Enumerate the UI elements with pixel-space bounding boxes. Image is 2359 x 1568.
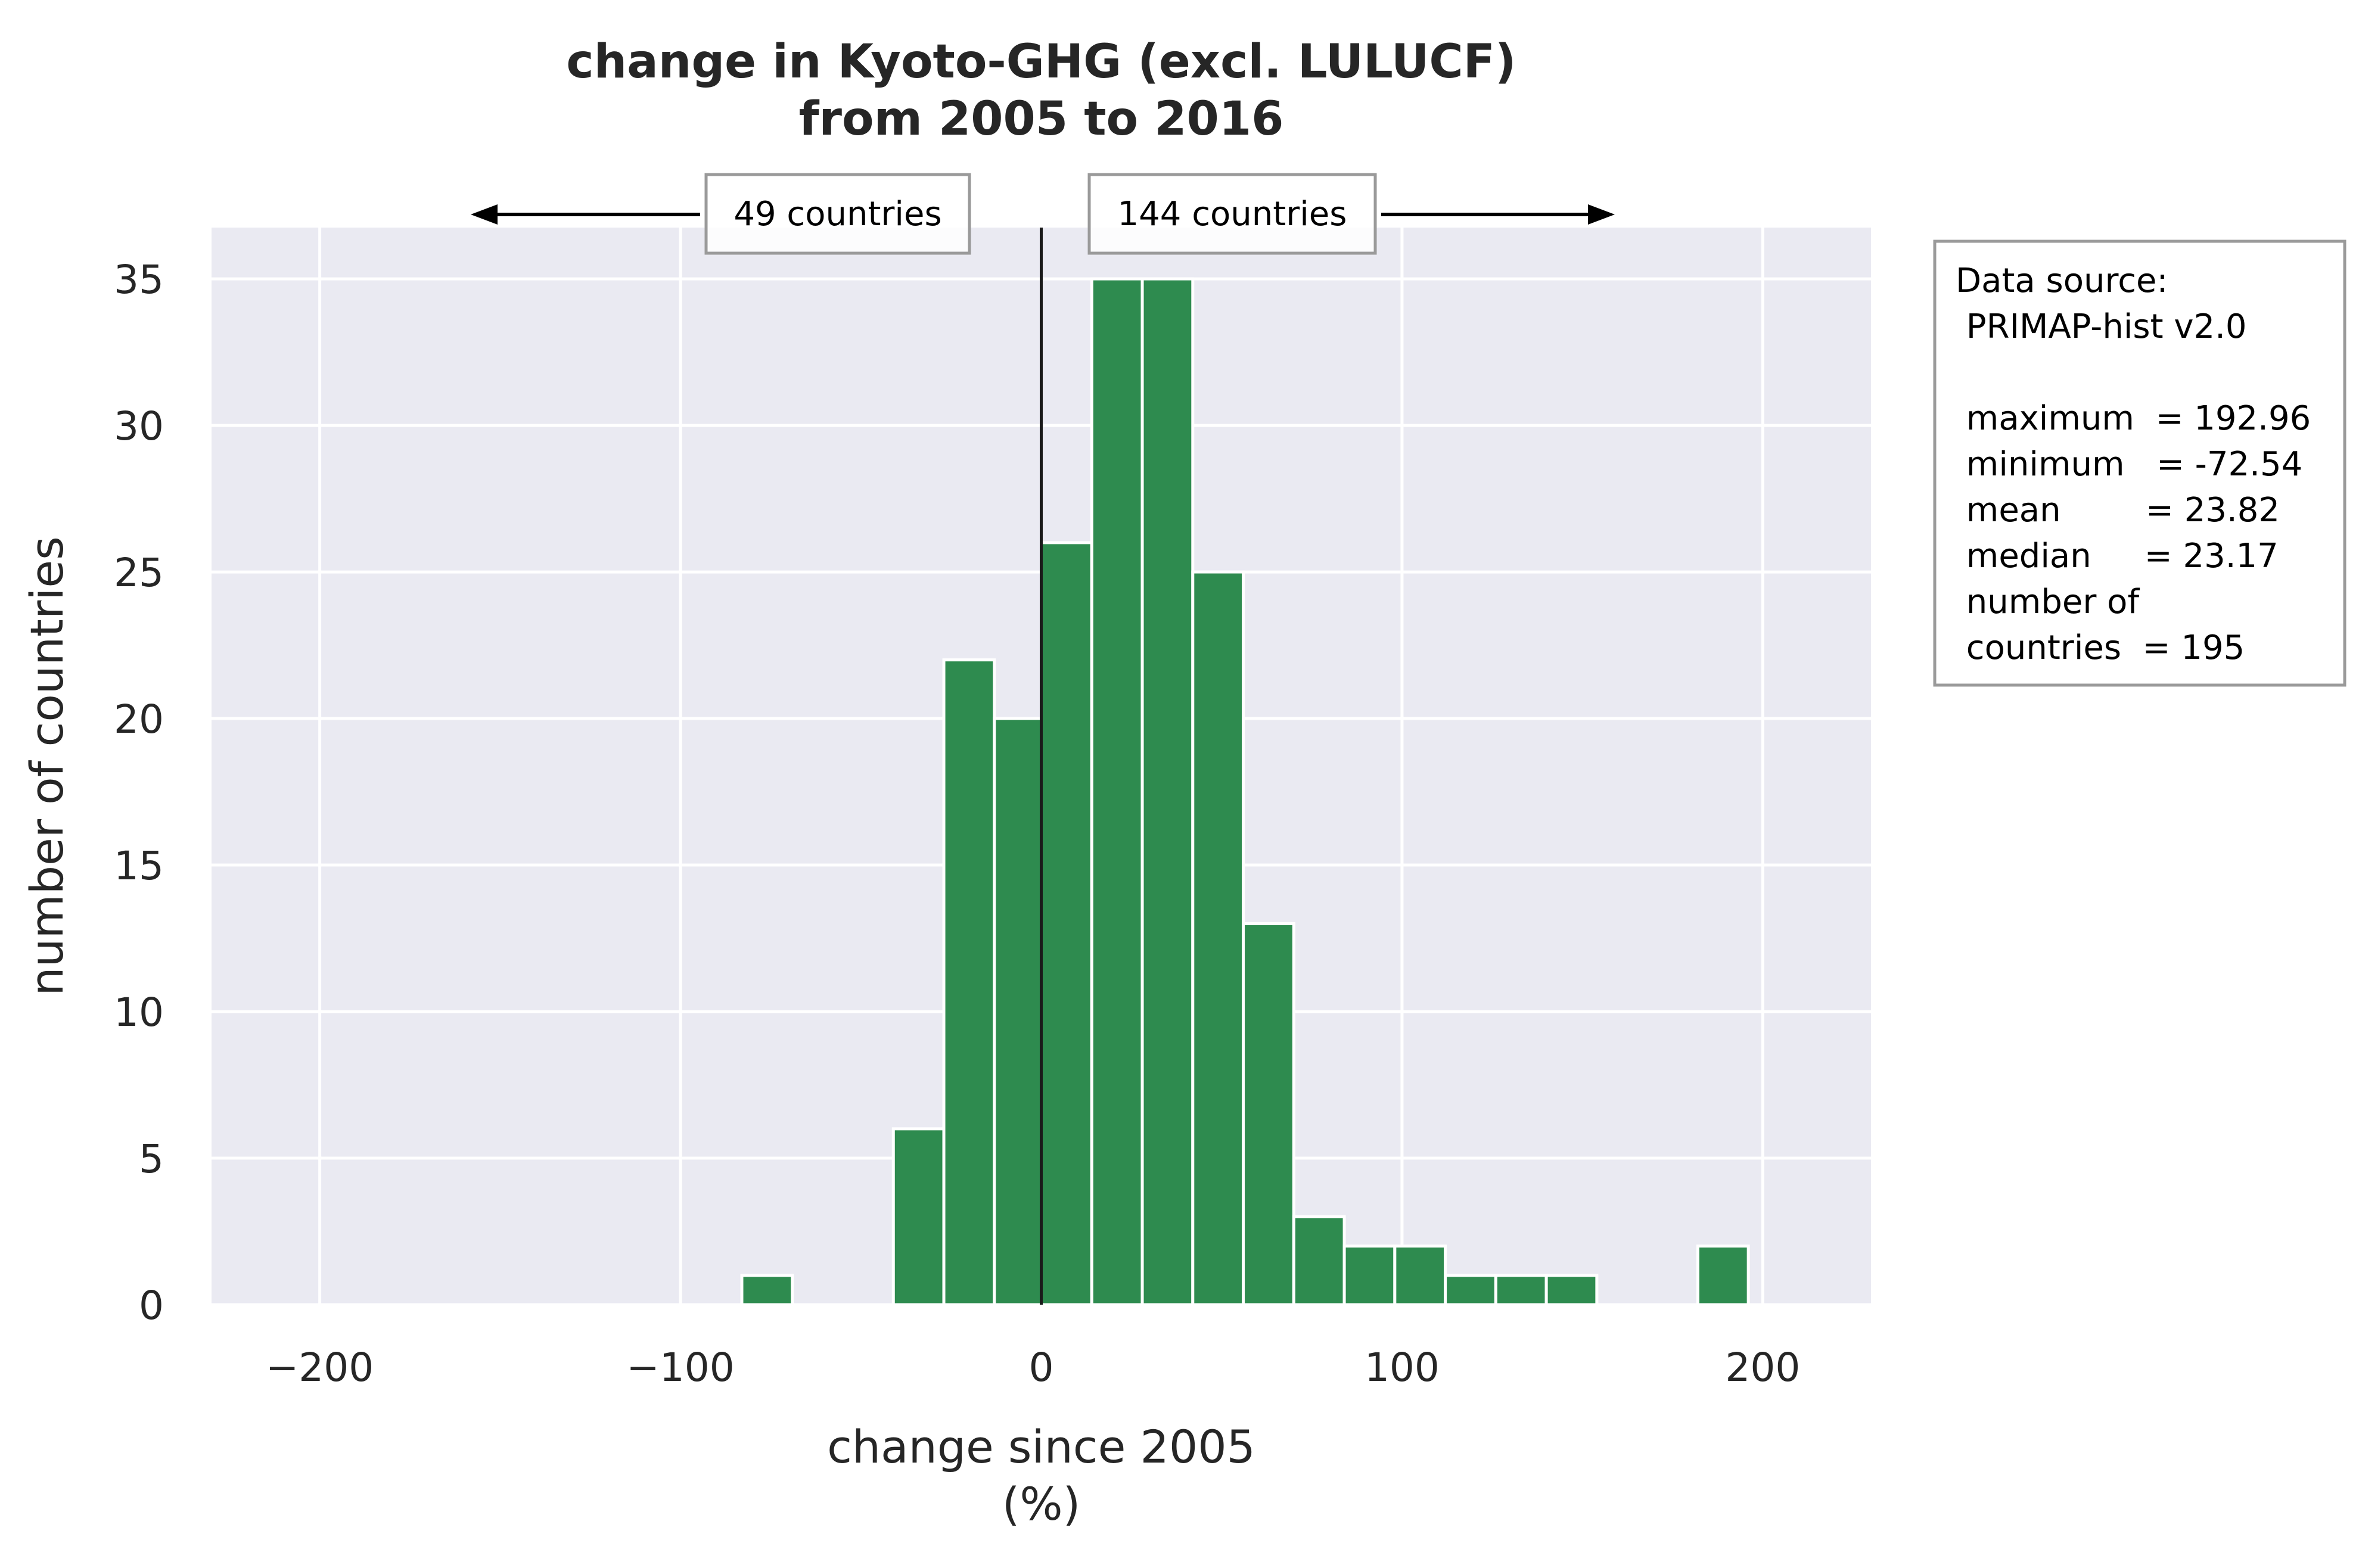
histogram-bar [1292,1215,1346,1306]
y-tick-label: 10 [114,990,164,1035]
y-axis-label: number of countries [20,536,73,995]
right-arrow-head [1588,204,1615,225]
chart-title-line: from 2005 to 2016 [799,92,1284,146]
histogram-bar [1040,541,1093,1306]
histogram-bar [891,1127,946,1306]
histogram-bar [942,658,996,1306]
y-tick-label: 0 [139,1283,164,1329]
x-tick-label: −200 [266,1345,374,1390]
histogram-bar [740,1274,794,1306]
histogram-bar [1242,922,1295,1306]
histogram-bar [1342,1245,1397,1306]
histogram-bar [1696,1245,1750,1306]
histogram-bar [1444,1274,1497,1306]
histogram-bar [1393,1245,1447,1306]
histogram-bar [1140,277,1195,1306]
x-axis-label-line: (%) [1002,1477,1081,1530]
y-tick-label: 15 [114,843,164,889]
left-arrow-head [471,204,498,225]
info-box-line: number of [1956,583,2140,621]
info-box-line: maximum = 192.96 [1956,399,2311,438]
info-box-line: Data source: [1956,262,2168,300]
info-box-line: countries = 195 [1956,629,2245,667]
y-tick-label: 20 [114,696,164,742]
left-count-box [704,173,971,255]
histogram-bar [1494,1274,1548,1306]
info-box-line: minimum = -72.54 [1956,445,2302,484]
left-count-label: 49 countries [734,195,941,234]
x-tick-label: 200 [1725,1345,1800,1390]
right-count-box [1087,173,1377,255]
info-box-line: median = 23.17 [1956,537,2279,575]
histogram-bar [993,717,1043,1306]
histogram-bar [1544,1274,1599,1306]
chart-title-line: change in Kyoto-GHG (excl. LULUCF) [566,35,1516,89]
x-tick-label: −100 [626,1345,734,1390]
histogram-bar [1090,277,1144,1306]
y-tick-label: 5 [139,1136,164,1182]
info-box-line: PRIMAP-hist v2.0 [1956,307,2247,346]
info-box-line: mean = 23.82 [1956,491,2280,530]
y-tick-label: 30 [114,403,164,449]
right-count-label: 144 countries [1118,195,1347,234]
y-tick-label: 35 [114,257,164,303]
histogram-bar [1191,570,1245,1306]
x-tick-label: 0 [1029,1345,1054,1390]
x-tick-label: 100 [1365,1345,1440,1390]
x-axis-label-line: change since 2005 [827,1420,1255,1473]
info-box [1933,239,2346,687]
y-tick-label: 25 [114,550,164,596]
